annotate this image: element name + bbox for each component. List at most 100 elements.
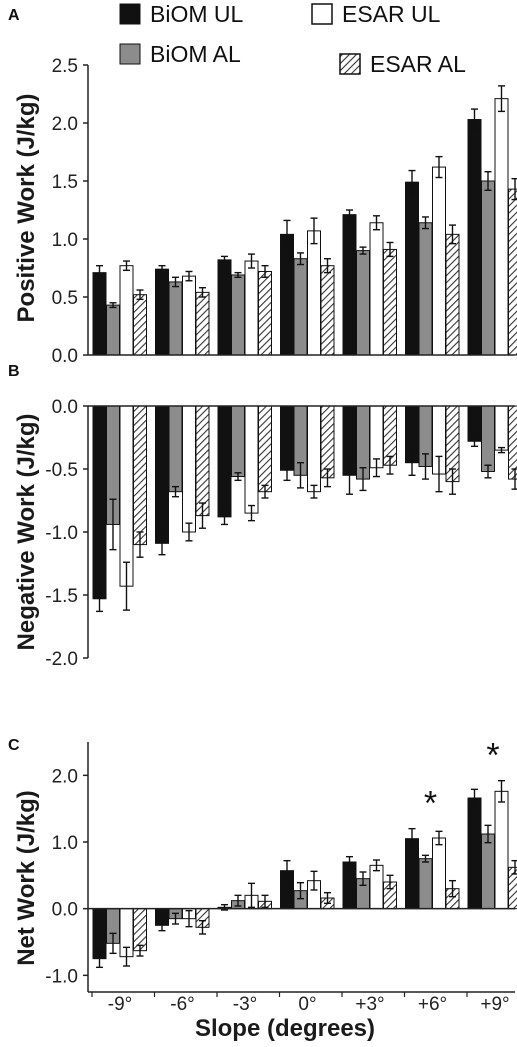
bar-esar-al — [195, 405, 210, 517]
bar-esar-ul — [182, 275, 196, 356]
bar-esar-al — [320, 405, 335, 479]
bar-esar-ul — [244, 260, 259, 356]
legend-item-biom-ul: BiOM UL — [119, 1, 244, 27]
bar-biom-ul — [342, 214, 357, 356]
panel-label-c: C — [8, 737, 20, 754]
y-axis-label-negative: Negative Work (J/kg) — [13, 414, 40, 651]
bar-biom-al — [168, 405, 183, 493]
bar-biom-ul — [217, 405, 232, 518]
legend-label-biom-al: BiOM AL — [150, 41, 241, 67]
y-tick-label: 2.5 — [52, 56, 78, 77]
bar-biom-al — [231, 274, 245, 356]
panel-negative: 0.0 -0.5 -1.0 -1.5 -2.0 — [45, 397, 517, 670]
y-tick-label: -1.5 — [45, 586, 78, 607]
significance-star: * — [424, 785, 437, 823]
bar-esar-al — [508, 405, 517, 480]
bar-biom-ul — [467, 119, 482, 356]
bar-biom-al — [481, 180, 495, 356]
bar-esar-ul — [369, 864, 384, 910]
legend-item-biom-al: BiOM AL — [119, 41, 241, 67]
legend-label-esar-al: ESAR AL — [370, 51, 466, 77]
y-axis-label-positive: Positive Work (J/kg) — [13, 94, 40, 323]
y-tick-label: -0.5 — [45, 460, 78, 481]
panel-net: 2.0 1.0 0.0 -1.0 -9° -6° -3° 0° +3° +6° +9° * * — [45, 737, 517, 1015]
x-tick-label: -6° — [170, 994, 195, 1015]
bar-biom-al — [481, 405, 495, 473]
legend-label-biom-ul: BiOM UL — [150, 1, 244, 27]
legend: BiOM UL BiOM AL ESAR UL ESAR AL — [119, 1, 466, 77]
legend-swatch-biom-ul — [119, 3, 141, 25]
bar-esar-ul — [119, 405, 134, 587]
bar-esar-al — [445, 233, 460, 356]
bar-biom-ul — [280, 233, 294, 356]
y-tick-label: 0.0 — [52, 900, 78, 921]
significance-star: * — [486, 737, 499, 775]
y-tick-label: 0.0 — [52, 346, 78, 367]
y-tick-label: 1.0 — [52, 230, 78, 251]
y-tick-label: 1.5 — [52, 172, 78, 193]
y-tick-label: 2.0 — [52, 766, 78, 787]
bar-biom-ul — [92, 272, 107, 356]
x-tick-label: 0° — [298, 994, 316, 1015]
bar-biom-al — [168, 281, 183, 356]
panel-positive: 0.0 0.5 1.0 1.5 2.0 2.5 — [52, 56, 517, 367]
bar-biom-ul — [155, 405, 169, 544]
bar-esar-al — [133, 294, 147, 356]
legend-swatch-biom-al — [119, 43, 141, 65]
bar-esar-al — [258, 405, 272, 493]
y-tick-label: -1.0 — [45, 966, 78, 987]
y-axis-label-net: Net Work (J/kg) — [13, 790, 40, 966]
bar-biom-al — [356, 250, 370, 356]
x-tick-label: -9° — [108, 994, 133, 1015]
bar-esar-ul — [182, 405, 196, 533]
legend-swatch-esar-ul — [311, 3, 333, 25]
bar-biom-al — [106, 304, 120, 356]
legend-item-esar-al: ESAR AL — [339, 51, 466, 77]
bar-biom-ul — [155, 268, 169, 356]
bar-esar-ul — [432, 837, 446, 910]
panel-label-a: A — [8, 7, 20, 24]
x-tick-label: +6° — [418, 994, 447, 1015]
legend-swatch-esar-al — [339, 53, 361, 75]
bar-esar-ul — [432, 166, 446, 356]
x-tick-label: +9° — [480, 994, 509, 1015]
legend-label-esar-ul: ESAR UL — [342, 1, 441, 27]
bar-esar-ul — [494, 405, 509, 451]
bar-esar-ul — [244, 405, 259, 514]
bar-esar-ul — [369, 222, 384, 356]
x-tick-label: -3° — [233, 994, 258, 1015]
bar-esar-ul — [494, 98, 509, 356]
bar-esar-al — [258, 270, 272, 356]
bar-esar-al — [383, 248, 397, 356]
bar-biom-al — [418, 858, 433, 910]
panel-label-b: B — [8, 363, 20, 380]
bar-biom-al — [481, 833, 495, 910]
y-tick-label: 2.0 — [52, 114, 78, 135]
bar-biom-ul — [342, 861, 357, 910]
bar-biom-ul — [467, 797, 482, 910]
bar-esar-ul — [307, 230, 321, 356]
bar-biom-al — [231, 405, 245, 478]
y-tick-label: 0.5 — [52, 288, 78, 309]
bar-esar-al — [508, 188, 517, 356]
bar-esar-al — [133, 908, 147, 952]
bar-esar-al — [133, 405, 147, 546]
x-axis-label: Slope (degrees) — [195, 1015, 375, 1042]
y-tick-label: -1.0 — [45, 523, 78, 544]
bar-biom-ul — [92, 405, 107, 600]
x-tick-label: +3° — [355, 994, 384, 1015]
bar-esar-al — [320, 265, 335, 356]
y-tick-label: 0.0 — [52, 397, 78, 418]
bar-biom-al — [293, 258, 308, 356]
legend-item-esar-ul: ESAR UL — [311, 1, 441, 27]
bar-esar-ul — [307, 405, 321, 493]
bar-biom-ul — [405, 181, 419, 356]
bar-biom-ul — [217, 259, 232, 356]
y-tick-label: 1.0 — [52, 833, 78, 854]
y-tick-label: -2.0 — [45, 649, 78, 670]
bar-esar-ul — [119, 265, 134, 356]
bar-esar-al — [195, 291, 210, 356]
bar-biom-al — [418, 222, 433, 356]
bar-esar-ul — [494, 790, 509, 910]
